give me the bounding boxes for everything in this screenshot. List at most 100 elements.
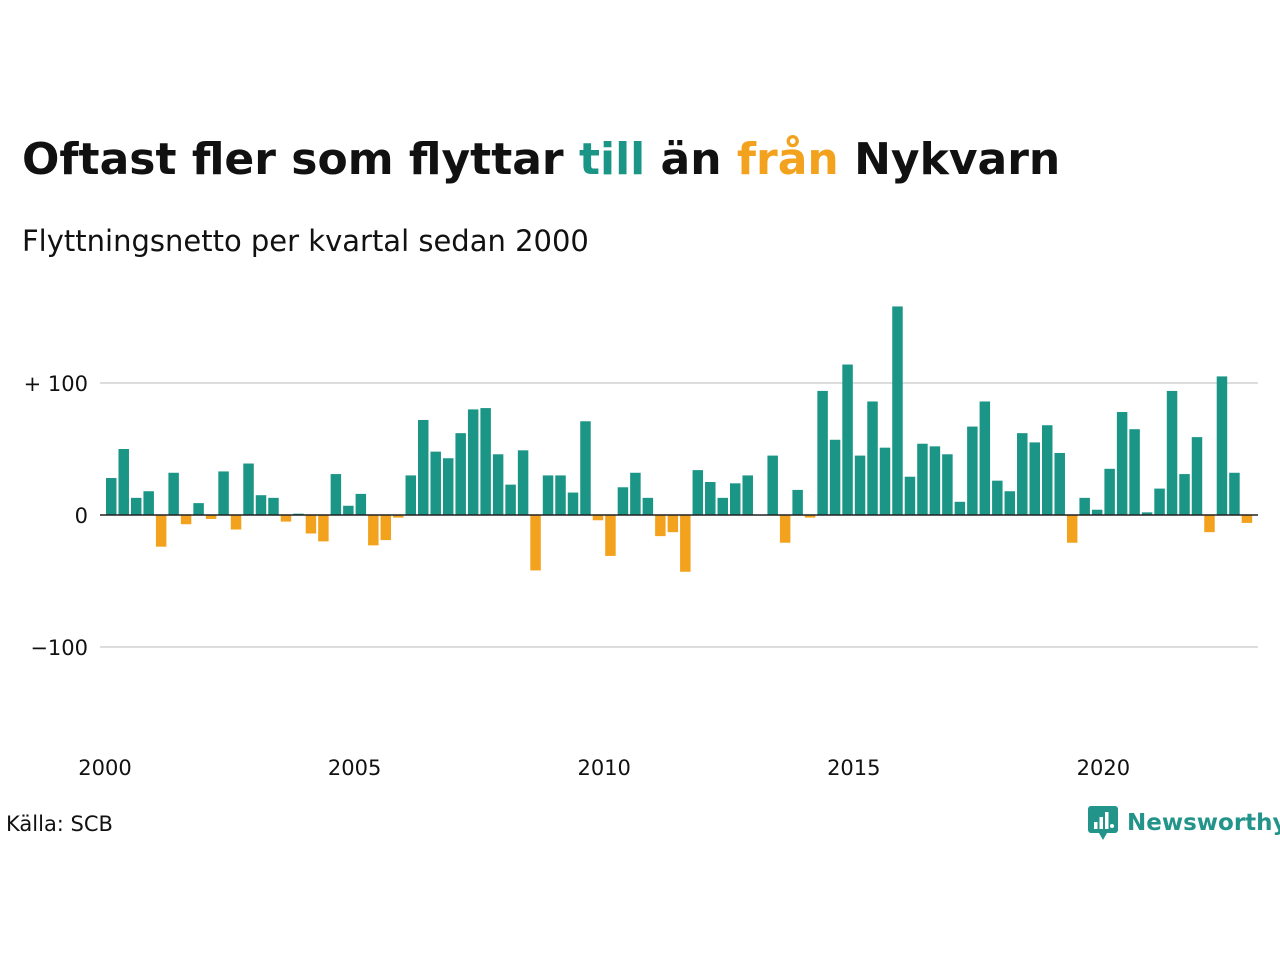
bar (929, 446, 941, 515)
bar (467, 409, 479, 515)
bar-chart: + 100 0 −100 2000 2005 2010 2015 2020 (24, 306, 1258, 780)
newsworthy-logo-icon (1088, 806, 1118, 840)
x-tick-label: 2020 (1077, 756, 1130, 780)
bar (205, 515, 217, 519)
bar (742, 475, 753, 515)
bar (854, 455, 866, 515)
bar (355, 493, 367, 515)
bar (230, 515, 242, 530)
bar (155, 515, 167, 547)
title-part-1: Oftast fler som flyttar (22, 134, 579, 185)
x-tick-label: 2000 (78, 756, 131, 780)
bar (492, 454, 504, 515)
bar (954, 501, 966, 515)
bar (1129, 429, 1140, 515)
bar (717, 497, 728, 515)
bar (817, 390, 828, 515)
bar (1216, 376, 1228, 515)
bar (218, 471, 229, 515)
bar (480, 408, 491, 515)
bar (1166, 390, 1178, 515)
bar (592, 515, 604, 521)
bar (168, 472, 179, 515)
bar (305, 515, 317, 534)
bar (942, 454, 953, 515)
source-note: Källa: SCB (6, 812, 113, 836)
grid-lines (100, 382, 1258, 648)
bar (180, 515, 192, 525)
bar (630, 472, 641, 515)
bar (1141, 512, 1153, 515)
bar (106, 478, 117, 515)
bar (842, 364, 853, 515)
bar (118, 449, 129, 515)
bar (455, 433, 466, 515)
brand-logo: Newsworthy (1088, 803, 1280, 843)
title-part-3: Nykvarn (838, 134, 1061, 185)
title-word-out: från (736, 134, 839, 185)
chart-title: Oftast fler som flyttar till än från Nyk… (22, 132, 1060, 188)
bar (567, 492, 579, 515)
bar (130, 497, 142, 515)
y-tick-label: + 100 (24, 372, 88, 396)
bar (243, 463, 254, 515)
bar (143, 491, 154, 515)
bar (705, 482, 716, 515)
bar (530, 515, 541, 571)
chart-subtitle: Flyttningsnetto per kvartal sedan 2000 (22, 224, 589, 258)
bar (1229, 472, 1240, 515)
bar (667, 515, 679, 533)
bar (255, 495, 267, 515)
bar (343, 505, 354, 515)
bar (730, 483, 741, 515)
bar (1054, 452, 1065, 515)
bar (418, 419, 429, 515)
bars (106, 306, 1253, 572)
bar (380, 515, 392, 541)
bar (1091, 509, 1103, 515)
bar (330, 474, 342, 515)
bar (767, 455, 778, 515)
bar (430, 451, 441, 515)
bar (1104, 468, 1115, 515)
title-word-in: till (578, 134, 646, 185)
bar (879, 447, 891, 515)
bar (1042, 425, 1053, 515)
bar (917, 443, 928, 515)
bar (617, 487, 629, 515)
bar (1004, 491, 1016, 515)
bar (642, 497, 654, 515)
bar (967, 426, 978, 515)
bar (1241, 515, 1253, 523)
bar (1191, 437, 1203, 515)
bar (655, 515, 666, 537)
bar (892, 306, 903, 515)
bar (1204, 515, 1215, 533)
bar (393, 515, 404, 518)
bar (505, 484, 516, 515)
bar (979, 401, 991, 515)
bar (405, 475, 416, 515)
bar (792, 489, 803, 515)
bar (580, 421, 591, 515)
y-tick-label: 0 (75, 504, 88, 528)
bar (992, 480, 1003, 515)
bar (867, 401, 878, 515)
bar (1017, 433, 1028, 515)
bar (1066, 515, 1078, 543)
bar (368, 515, 379, 546)
bar (779, 515, 791, 543)
bar (1029, 442, 1040, 515)
bar (1116, 412, 1128, 515)
bar (1154, 488, 1165, 515)
axes: + 100 0 −100 2000 2005 2010 2015 2020 (24, 372, 1258, 780)
bar (692, 470, 704, 515)
bar (804, 515, 816, 518)
bar (829, 439, 841, 515)
bar (517, 450, 529, 515)
bar (442, 458, 454, 515)
x-tick-label: 2015 (827, 756, 880, 780)
bar (605, 515, 616, 556)
x-tick-label: 2010 (577, 756, 630, 780)
y-tick-label: −100 (30, 636, 88, 660)
